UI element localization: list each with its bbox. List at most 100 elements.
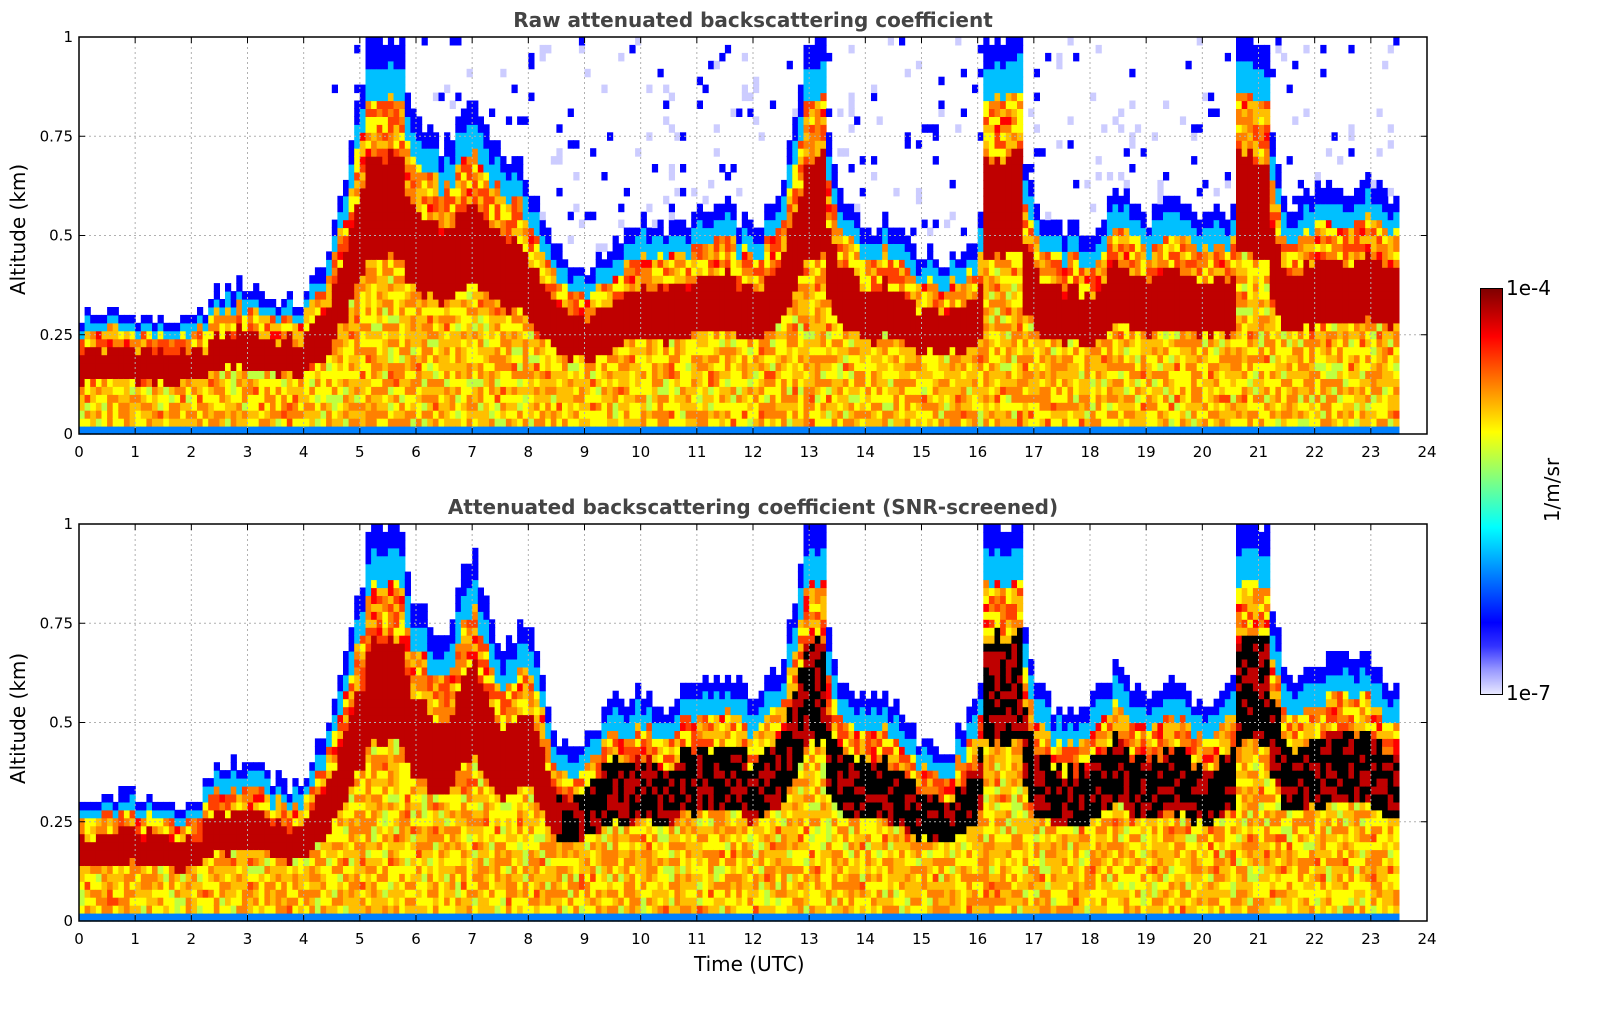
heatmap-cell: [803, 330, 810, 340]
heatmap-cell: [747, 259, 754, 268]
heatmap-cell: [449, 299, 456, 308]
heatmap-cell: [427, 187, 434, 197]
heatmap-cell: [247, 354, 254, 364]
heatmap-cell: [309, 354, 316, 364]
heatmap-cell: [202, 402, 209, 411]
heatmap-cell: [539, 322, 546, 332]
heatmap-cell: [646, 227, 653, 237]
heatmap-cell: [691, 283, 698, 292]
heatmap-cell: [719, 243, 726, 252]
heatmap-cell: [517, 362, 524, 371]
heatmap-cell: [393, 100, 400, 109]
heatmap-cell: [354, 259, 361, 268]
heatmap-cell: [691, 410, 698, 419]
heatmap-cell: [528, 322, 535, 332]
heatmap-cell: [337, 354, 344, 364]
heatmap-cell: [472, 108, 479, 117]
heatmap-cell: [107, 426, 114, 435]
noise-cell: [539, 211, 546, 221]
heatmap-cell: [994, 394, 1001, 403]
heatmap-cell: [309, 410, 316, 419]
heatmap-cell: [708, 362, 715, 371]
heatmap-cell: [831, 227, 838, 237]
heatmap-cell: [331, 354, 338, 364]
heatmap-cell: [1028, 418, 1035, 427]
heatmap-cell: [348, 307, 355, 316]
heatmap-cell: [168, 402, 176, 411]
heatmap-cell: [1000, 267, 1007, 276]
heatmap-cell: [387, 378, 395, 387]
heatmap-cell: [1011, 203, 1018, 213]
heatmap-cell: [483, 410, 490, 419]
heatmap-cell: [1011, 362, 1018, 371]
heatmap-cell: [809, 307, 816, 316]
heatmap-cell: [376, 418, 383, 427]
heatmap-cell: [123, 322, 131, 332]
heatmap-cell: [494, 307, 501, 316]
heatmap-cell: [842, 307, 850, 316]
heatmap-cell: [477, 211, 484, 221]
heatmap-cell: [449, 275, 456, 284]
heatmap-cell: [500, 203, 507, 213]
heatmap-cell: [887, 378, 894, 387]
heatmap-cell: [505, 291, 513, 300]
heatmap-cell: [399, 203, 406, 213]
heatmap-cell: [79, 426, 86, 435]
heatmap-cell: [494, 164, 501, 173]
heatmap-cell: [533, 426, 541, 435]
heatmap-cell: [404, 140, 411, 149]
heatmap-cell: [191, 386, 198, 395]
heatmap-cell: [1005, 195, 1012, 205]
heatmap-cell: [988, 156, 996, 165]
heatmap-cell: [303, 322, 310, 332]
heatmap-cell: [567, 370, 574, 379]
heatmap-cell: [359, 235, 366, 244]
heatmap-cell: [960, 362, 967, 371]
heatmap-cell: [994, 307, 1001, 316]
heatmap-cell: [921, 346, 928, 356]
heatmap-cell: [438, 195, 445, 205]
heatmap-cell: [988, 330, 996, 340]
heatmap-cell: [949, 386, 956, 395]
heatmap-cell: [719, 259, 726, 268]
heatmap-cell: [1005, 116, 1012, 125]
heatmap-cell: [747, 410, 754, 419]
heatmap-cell: [983, 140, 990, 149]
heatmap-cell: [983, 172, 990, 181]
heatmap-cell: [994, 195, 1001, 205]
heatmap-cell: [421, 179, 428, 189]
heatmap-cell: [185, 354, 192, 364]
heatmap-cell: [393, 44, 400, 54]
heatmap-cell: [988, 227, 996, 237]
heatmap-cell: [157, 394, 164, 403]
heatmap-cell: [988, 283, 996, 292]
heatmap-cell: [500, 251, 507, 260]
heatmap-cell: [769, 259, 777, 268]
heatmap-cell: [460, 426, 468, 435]
heatmap-cell: [938, 283, 945, 292]
heatmap-cell: [887, 299, 894, 308]
noise-cell: [674, 132, 681, 141]
heatmap-cell: [1033, 322, 1040, 332]
heatmap-cell: [337, 378, 344, 387]
heatmap-cell: [489, 330, 496, 340]
heatmap-cell: [286, 314, 293, 324]
heatmap-cell: [477, 116, 484, 125]
heatmap-cell: [489, 394, 496, 403]
heatmap-cell: [460, 299, 468, 308]
heatmap-cell: [359, 394, 366, 403]
heatmap-cell: [960, 338, 967, 348]
heatmap-cell: [983, 354, 990, 364]
heatmap-cell: [988, 410, 996, 419]
heatmap-cell: [960, 410, 967, 419]
noise-cell: [432, 92, 440, 102]
heatmap-cell: [623, 283, 630, 292]
noise-cell: [573, 203, 580, 213]
heatmap-cell: [809, 164, 816, 173]
heatmap-cell: [837, 346, 844, 356]
heatmap-cell: [326, 314, 333, 324]
heatmap-cell: [359, 362, 366, 371]
heatmap-cell: [758, 314, 765, 324]
heatmap-cell: [786, 187, 793, 197]
heatmap-cell: [348, 172, 355, 181]
